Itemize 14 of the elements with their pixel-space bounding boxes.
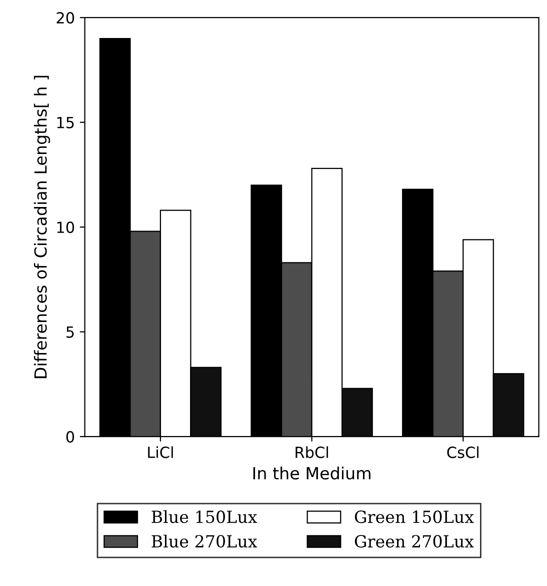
y-tick-label: 20	[56, 12, 74, 24]
legend-label: Green 150Lux	[354, 510, 474, 524]
y-tick-label: 10	[57, 222, 74, 234]
legend-label: Green 270Lux	[354, 534, 474, 548]
y-tick-label: 5	[66, 326, 74, 338]
x-tick-label: LiCl	[148, 446, 173, 458]
y-axis-title: Differences of Circadian Lengths[ h ]	[34, 76, 50, 378]
x-axis-title: In the Medium	[253, 466, 370, 480]
y-tick-label: 15	[57, 116, 74, 128]
x-tick-label: RbCl	[296, 446, 328, 458]
legend-label: Blue 270Lux	[152, 534, 258, 548]
y-tick-label: 0	[66, 431, 74, 443]
x-tick-label: CsCl	[447, 446, 478, 458]
legend-label: Blue 150Lux	[152, 510, 258, 524]
